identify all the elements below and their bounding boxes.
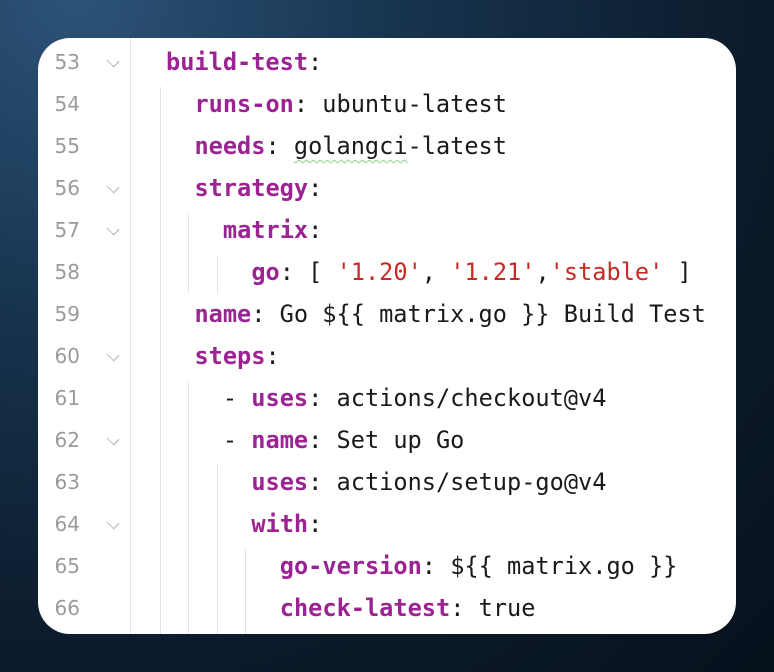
spellcheck-word: golangci <box>293 132 408 160</box>
yaml-key: steps <box>194 342 266 370</box>
code-editor[interactable]: 53 build-test: 54 runs-on: ubuntu-latest 55 n… <box>38 38 736 634</box>
fold-chevron-down-icon[interactable] <box>106 348 120 362</box>
code-token: : ubuntu-latest <box>293 90 507 118</box>
code-token: : [ <box>279 258 337 286</box>
line-number: 64 <box>54 512 80 536</box>
line-number: 56 <box>54 176 80 200</box>
code-token: : actions/setup-go@v4 <box>308 468 607 496</box>
code-token: : actions/checkout@v4 <box>308 384 607 412</box>
code-text: runs-on: ubuntu-latest <box>194 83 507 125</box>
line-number: 55 <box>54 134 80 158</box>
code-line[interactable]: 58 go: [ '1.20', '1.21','stable' ] <box>38 251 736 293</box>
code-token: , <box>421 258 451 286</box>
indent-guide <box>216 255 218 293</box>
code-line[interactable]: 66 check-latest: true <box>38 587 736 629</box>
fold-chevron-down-icon[interactable] <box>106 516 120 530</box>
code-token: : <box>265 342 280 370</box>
yaml-key: go <box>251 258 280 286</box>
indent-guide <box>188 213 190 293</box>
code-text: - name: Set up Go <box>223 419 465 461</box>
code-text: needs: golangci-latest <box>194 125 507 167</box>
code-token: : <box>308 174 323 202</box>
line-number: 53 <box>54 50 80 74</box>
line-number: 57 <box>54 218 80 242</box>
code-token: , <box>535 258 550 286</box>
fold-chevron-down-icon[interactable] <box>106 432 120 446</box>
code-text: steps: <box>194 335 279 377</box>
yaml-key: matrix <box>222 216 309 244</box>
code-token: : true <box>450 594 536 622</box>
code-text: name: Go ${{ matrix.go }} Build Test <box>194 293 705 335</box>
code-line[interactable]: 61 - uses: actions/checkout@v4 <box>38 377 736 419</box>
line-number: 63 <box>54 470 80 494</box>
yaml-key: runs-on <box>194 90 294 118</box>
line-number: 66 <box>54 596 80 620</box>
line-number: 60 <box>54 344 80 368</box>
line-number: 61 <box>54 386 80 410</box>
code-line[interactable]: 65 go-version: ${{ matrix.go }} <box>38 545 736 587</box>
fold-chevron-down-icon[interactable] <box>106 180 120 194</box>
fold-chevron-down-icon[interactable] <box>106 54 120 68</box>
code-line[interactable]: 55 needs: golangci-latest <box>38 125 736 167</box>
line-number: 59 <box>54 302 80 326</box>
gutter-divider <box>130 38 131 634</box>
line-number: 54 <box>54 92 80 116</box>
code-text: go-version: ${{ matrix.go }} <box>280 545 678 587</box>
code-line[interactable]: 56 strategy: <box>38 167 736 209</box>
code-line[interactable]: 63 uses: actions/setup-go@v4 <box>38 461 736 503</box>
code-line[interactable]: 64 with: <box>38 503 736 545</box>
code-line[interactable]: 60 steps: <box>38 335 736 377</box>
code-line[interactable]: 59 name: Go ${{ matrix.go }} Build Test <box>38 293 736 335</box>
code-text: strategy: <box>194 167 322 209</box>
yaml-key: build-test <box>166 48 309 76</box>
code-text: matrix: <box>223 209 322 251</box>
code-token: : <box>308 216 323 244</box>
code-line[interactable]: 53 build-test: <box>38 41 736 83</box>
yaml-key: check-latest <box>279 594 451 622</box>
code-token: -latest <box>407 132 507 160</box>
yaml-key: strategy <box>194 174 309 202</box>
code-line[interactable]: 57 matrix: <box>38 209 736 251</box>
code-line[interactable]: 54 runs-on: ubuntu-latest <box>38 83 736 125</box>
code-text: uses: actions/setup-go@v4 <box>251 461 606 503</box>
code-token: : Set up Go <box>308 426 465 454</box>
indent-guide <box>245 549 247 634</box>
code-text: - uses: actions/checkout@v4 <box>223 377 607 419</box>
code-token: ] <box>663 258 692 286</box>
string-literal: '1.21' <box>450 258 536 286</box>
string-literal: 'stable' <box>549 258 664 286</box>
yaml-key: name <box>251 426 309 454</box>
indent-guide <box>216 465 218 634</box>
code-line[interactable]: 62 - name: Set up Go <box>38 419 736 461</box>
yaml-key: with <box>251 510 309 538</box>
yaml-key: uses <box>251 468 309 496</box>
code-token: : <box>265 132 294 160</box>
code-text: check-latest: true <box>280 587 536 629</box>
code-token: - <box>222 384 252 412</box>
fold-chevron-down-icon[interactable] <box>106 222 120 236</box>
code-token: : <box>308 510 323 538</box>
code-token: : Go ${{ matrix.go }} Build Test <box>251 300 706 328</box>
yaml-key: go-version <box>279 552 422 580</box>
code-text: go: [ '1.20', '1.21','stable' ] <box>251 251 691 293</box>
code-token: : ${{ matrix.go }} <box>421 552 678 580</box>
code-text: with: <box>251 503 322 545</box>
code-token: - <box>222 426 252 454</box>
yaml-key: uses <box>251 384 309 412</box>
code-text: build-test: <box>166 41 322 83</box>
line-number: 62 <box>54 428 80 452</box>
line-number: 58 <box>54 260 80 284</box>
code-token: : <box>308 48 323 76</box>
yaml-key: needs <box>194 132 266 160</box>
line-number: 65 <box>54 554 80 578</box>
indent-guide <box>188 381 190 634</box>
indent-guide <box>160 87 161 634</box>
yaml-key: name <box>194 300 252 328</box>
string-literal: '1.20' <box>336 258 422 286</box>
